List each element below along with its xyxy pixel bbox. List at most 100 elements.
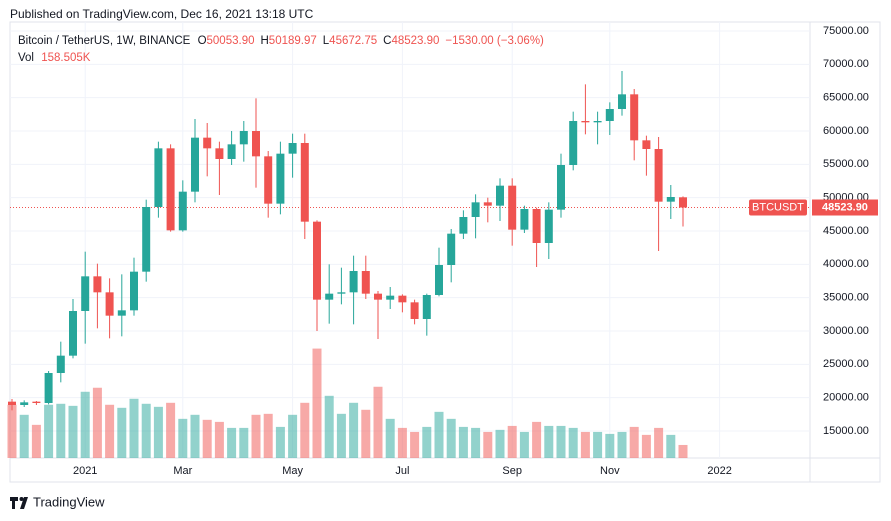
volume-bar bbox=[593, 431, 603, 458]
candle-body bbox=[593, 121, 602, 123]
volume-bar bbox=[190, 414, 200, 458]
volume-bar bbox=[410, 431, 420, 458]
symbol-tag-bg bbox=[749, 199, 807, 216]
candle-body bbox=[117, 310, 126, 316]
volume-bar bbox=[153, 406, 163, 458]
candle-body bbox=[312, 221, 321, 300]
volume-bar bbox=[605, 433, 615, 458]
candle-body bbox=[8, 401, 17, 405]
candle-body bbox=[422, 295, 431, 319]
x-tick-label: May bbox=[282, 465, 303, 477]
volume-bar bbox=[373, 386, 383, 458]
candle-body bbox=[654, 149, 663, 202]
x-tick-label: Jul bbox=[395, 465, 409, 477]
last-price-tag: 48523.90 bbox=[822, 201, 868, 213]
y-tick-label: 15000.00 bbox=[823, 425, 869, 437]
volume-bar bbox=[312, 348, 322, 458]
candle-body bbox=[239, 131, 248, 145]
y-tick-label: 30000.00 bbox=[823, 325, 869, 337]
volume-bar bbox=[263, 413, 273, 458]
volume-bar bbox=[227, 427, 237, 458]
volume-bar bbox=[92, 387, 102, 458]
volume-bar bbox=[654, 427, 664, 458]
volume-bar bbox=[483, 431, 493, 458]
candle-body bbox=[300, 143, 309, 222]
candle-body bbox=[532, 209, 541, 243]
ohlc-value: 50053.90 bbox=[206, 35, 255, 47]
y-tick-label: 70000.00 bbox=[823, 58, 869, 70]
volume-bar bbox=[422, 426, 432, 458]
volume-bar bbox=[202, 419, 212, 458]
published-note: Published on TradingView.com, Dec 16, 20… bbox=[10, 7, 314, 21]
candle-body bbox=[642, 140, 651, 149]
brand: TradingView bbox=[33, 494, 105, 509]
x-tick-label: Sep bbox=[502, 465, 522, 477]
symbol-tag: BTCUSDT bbox=[752, 201, 804, 213]
volume-bar bbox=[495, 429, 505, 458]
y-tick-label: 45000.00 bbox=[823, 225, 869, 237]
symbol: Bitcoin / TetherUS, 1W, BINANCE bbox=[18, 35, 191, 47]
candle-body bbox=[630, 94, 639, 141]
candle-body bbox=[325, 293, 334, 300]
volume-bar bbox=[56, 403, 66, 458]
candle-body bbox=[154, 148, 163, 207]
candle-body bbox=[666, 197, 675, 202]
y-tick-label: 60000.00 bbox=[823, 125, 869, 137]
volume-bar bbox=[336, 413, 346, 458]
x-tick-label: 2021 bbox=[73, 465, 97, 477]
candle-body bbox=[130, 271, 139, 311]
candle-body bbox=[617, 94, 626, 109]
candle-body bbox=[81, 276, 90, 311]
candle-body bbox=[459, 217, 468, 234]
y-tick-label: 25000.00 bbox=[823, 358, 869, 370]
candle-body bbox=[178, 191, 187, 231]
volume-bar bbox=[556, 425, 566, 458]
candle-body bbox=[520, 209, 529, 230]
volume-bar bbox=[629, 426, 639, 458]
volume-bar bbox=[251, 414, 261, 458]
candle-body bbox=[373, 293, 382, 300]
volume-bar bbox=[446, 418, 456, 458]
volume-bar bbox=[544, 425, 554, 458]
candle-body bbox=[581, 121, 590, 123]
volume-bar bbox=[458, 426, 468, 458]
candle-body bbox=[447, 233, 456, 265]
volume-bar bbox=[349, 402, 359, 458]
volume-bar bbox=[568, 427, 578, 458]
ohlc-item: H50189.97 bbox=[260, 35, 316, 47]
volume-bar bbox=[141, 403, 151, 458]
volume-bar bbox=[129, 398, 139, 458]
volume-bar bbox=[44, 404, 54, 458]
last-price-tag-bg bbox=[812, 199, 878, 216]
x-tick-label: 2022 bbox=[707, 465, 731, 477]
ohlc-value: 45672.75 bbox=[329, 35, 378, 47]
volume-bar bbox=[617, 431, 627, 458]
volume-bar bbox=[7, 404, 17, 458]
candle-body bbox=[105, 292, 114, 316]
candle-body bbox=[264, 156, 273, 204]
candle-body bbox=[44, 373, 53, 403]
volume-bar bbox=[288, 414, 298, 458]
ohlc-item: O50053.90 bbox=[198, 35, 255, 47]
candle-body bbox=[32, 401, 41, 403]
volume-bar bbox=[105, 404, 115, 458]
volume-bar bbox=[275, 426, 285, 458]
candle-body bbox=[483, 202, 492, 206]
ohlc-key: O bbox=[197, 35, 207, 47]
x-tick-label: Mar bbox=[173, 465, 192, 477]
volume-bar bbox=[641, 434, 651, 458]
candle-body bbox=[605, 109, 614, 121]
candle-body bbox=[337, 292, 346, 294]
candle-body bbox=[678, 197, 687, 208]
candle-body bbox=[227, 144, 236, 159]
candle-body bbox=[556, 165, 565, 210]
candle-body bbox=[349, 271, 358, 293]
ohlc-item: L45672.75 bbox=[323, 35, 377, 47]
ohlc-value: 48523.90 bbox=[391, 35, 440, 47]
candle-body bbox=[410, 302, 419, 319]
candle-body bbox=[93, 276, 102, 293]
candle-body bbox=[495, 185, 504, 206]
volume-bar bbox=[68, 405, 78, 458]
volume-bar bbox=[385, 418, 395, 458]
